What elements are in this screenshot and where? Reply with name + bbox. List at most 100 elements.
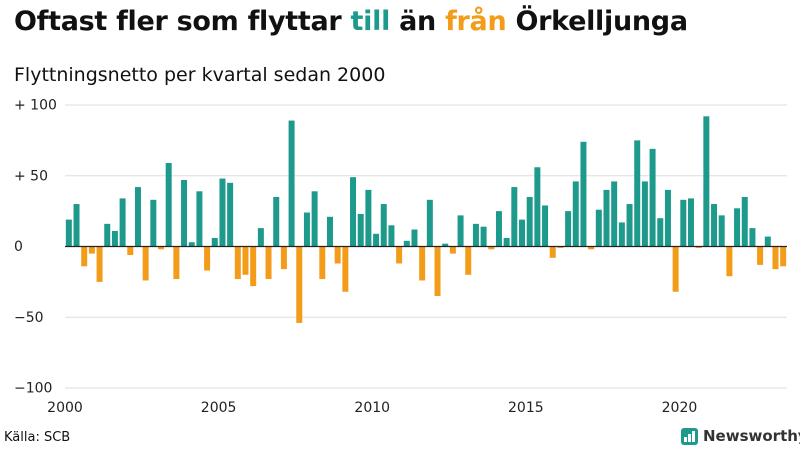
bar [495,211,502,247]
bar [81,246,88,267]
bar [611,181,618,247]
bar [373,233,380,247]
bar [511,187,518,247]
bar [350,177,357,247]
bar [403,240,410,247]
logo-text: Newsworthy [703,427,800,445]
bar [303,212,310,247]
bar [357,213,364,247]
bar [772,246,779,270]
bar [388,225,395,247]
bar [457,215,464,247]
bar [181,180,188,247]
chart-subtitle: Flyttningsnetto per kvartal sedan 2000 [14,64,386,86]
bar [764,236,771,247]
bar [365,189,372,247]
bar [442,243,449,247]
bar [526,196,533,247]
chart-title: Oftast fler som flyttar till än från Örk… [14,6,688,37]
bar [595,209,602,247]
bar [196,191,203,247]
bar [142,246,149,281]
bar [488,246,495,250]
bar [188,242,195,247]
bar [565,211,572,247]
bar [380,204,387,247]
bar [588,246,595,250]
bar [649,148,656,247]
bar [334,246,341,264]
bar [127,246,134,255]
bar [503,238,510,247]
bar [687,198,694,247]
title-text-3: Örkelljunga [506,6,688,37]
bar [572,181,579,247]
bar [472,223,479,247]
bar [695,246,702,248]
x-tick-label: 2005 [201,400,237,416]
bar [734,208,741,247]
bar [326,216,333,247]
y-tick-label: −100 [14,381,52,397]
bar [434,246,441,297]
bar [150,199,157,247]
bar [134,187,141,247]
x-tick-label: 2015 [508,400,544,416]
x-tick-label: 2010 [354,400,390,416]
y-tick-label: 0 [14,239,23,255]
bar [465,246,472,275]
bar [641,181,648,247]
y-tick-label: + 50 [14,168,48,184]
bar [119,198,126,247]
title-word-till: till [350,6,391,37]
bar [749,228,756,247]
bar [634,140,641,247]
bar [104,223,111,247]
bar [227,182,234,247]
bar [165,163,172,247]
bar [672,246,679,292]
x-axis-labels: 2000 2005 2010 2015 2020 [47,400,697,416]
bar [603,189,610,247]
bar [711,204,718,247]
bar [96,246,103,282]
bar [449,246,456,254]
bar [257,228,264,247]
bar [273,196,280,247]
bar [757,246,764,265]
bar [219,178,226,247]
bar [88,246,95,254]
bar [618,222,625,247]
bar [680,199,687,247]
bar [718,215,725,247]
x-tick-label: 2020 [662,400,698,416]
x-tick-label: 2000 [47,400,83,416]
bar [158,246,165,250]
bar [242,246,249,275]
bar [703,116,710,247]
gridlines [65,104,787,389]
bar [549,246,556,258]
bar [311,191,318,247]
bar [396,246,403,264]
bar [726,246,733,277]
bar [580,141,587,247]
bar [664,189,671,247]
bar [542,205,549,247]
bar [426,199,433,247]
bar [480,226,487,247]
bar [173,246,180,280]
bar [288,120,295,247]
bar [250,246,257,287]
y-tick-label: −50 [14,310,44,326]
bar [65,219,72,247]
bar [342,246,349,292]
bar [234,246,241,280]
bar [657,218,664,247]
newsworthy-logo: Newsworthy [681,427,800,445]
bar [519,219,526,247]
bars [65,116,787,323]
title-word-fran: från [445,6,507,37]
y-tick-label: + 100 [14,98,57,114]
